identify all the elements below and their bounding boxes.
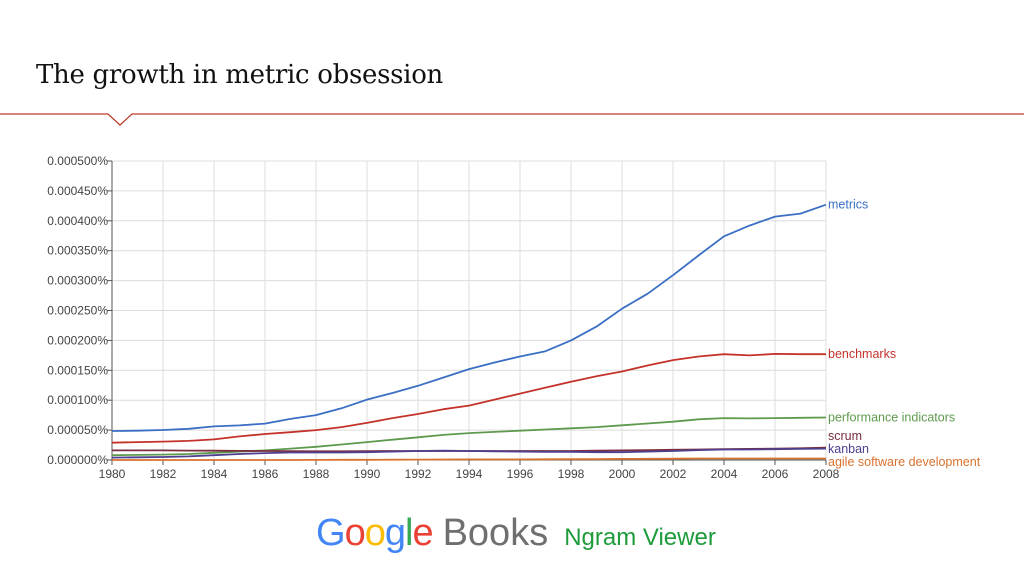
title-underline-pointer	[0, 113, 1024, 126]
title-underline	[0, 113, 1024, 126]
y-tick-label: 0.000050%	[47, 423, 108, 437]
x-tick-label: 2000	[609, 467, 636, 481]
y-tick-label: 0.000450%	[47, 184, 108, 198]
series-label: scrum	[828, 429, 862, 443]
y-tick-label: 0.000100%	[47, 393, 108, 407]
series-line	[111, 352, 826, 444]
y-tick-label: 0.000000%	[47, 453, 108, 467]
x-tick-label: 1980	[99, 467, 126, 481]
x-tick-label: 1982	[150, 467, 177, 481]
chart-series	[111, 203, 827, 461]
x-tick-label: 1986	[252, 467, 279, 481]
google-letter: o	[344, 512, 366, 554]
google-letter: G	[316, 512, 346, 554]
chart-labels: 0.000000% 0.000050% 0.000100% 0.000150% 0.00…	[47, 154, 980, 481]
y-tick-label: 0.000150%	[47, 363, 108, 377]
google-letter: l	[404, 512, 414, 554]
ngram-viewer-text: Ngram Viewer	[564, 524, 716, 551]
google-letter: e	[412, 512, 433, 554]
series-label: performance indicators	[828, 411, 955, 425]
x-tick-label: 1988	[303, 467, 330, 481]
google-letter: g	[384, 512, 406, 554]
slide-title: The growth in metric obsession	[36, 60, 443, 90]
series-line	[111, 203, 827, 432]
chart-gridlines	[112, 160, 827, 460]
series-label: metrics	[828, 198, 868, 212]
series-label: agile software development	[828, 455, 981, 469]
x-tick-label: 1984	[201, 467, 228, 481]
google-letter: o	[364, 512, 386, 554]
x-tick-label: 1990	[354, 467, 381, 481]
x-tick-label: 1998	[558, 467, 585, 481]
books-wordmark: Books	[442, 512, 549, 554]
series-line	[111, 447, 827, 459]
series-line	[111, 416, 827, 457]
y-tick-label: 0.000400%	[47, 214, 108, 228]
x-tick-label: 2004	[711, 467, 738, 481]
series-line	[112, 457, 826, 461]
google-books-ngram-logo: Google Books Ngram Viewer	[316, 512, 716, 560]
x-tick-label: 1992	[405, 467, 432, 481]
x-tick-label: 2008	[813, 467, 840, 481]
x-tick-label: 2002	[660, 467, 687, 481]
y-tick-label: 0.000200%	[47, 333, 108, 347]
y-tick-label: 0.000500%	[47, 154, 108, 168]
series-label: kanban	[828, 442, 869, 456]
google-wordmark: Google	[316, 512, 434, 555]
x-tick-label: 1996	[507, 467, 534, 481]
x-tick-label: 1994	[456, 467, 483, 481]
x-tick-label: 2006	[762, 467, 789, 481]
y-tick-label: 0.000250%	[47, 304, 108, 318]
y-tick-label: 0.000300%	[47, 274, 108, 288]
y-tick-label: 0.000350%	[47, 244, 108, 258]
series-label: benchmarks	[828, 347, 896, 361]
ngram-line-chart: 0.000000% 0.000050% 0.000100% 0.000150% 0.00…	[47, 154, 980, 481]
